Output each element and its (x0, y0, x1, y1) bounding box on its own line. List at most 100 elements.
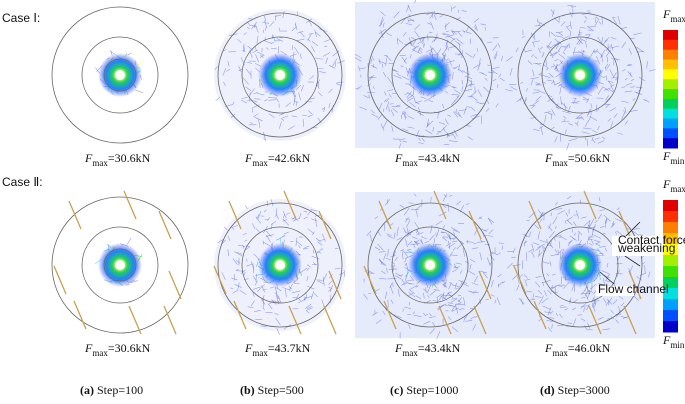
force-symbol: F (394, 341, 403, 355)
force-chain (456, 17, 461, 21)
force-chain (590, 49, 595, 57)
force-chain (551, 324, 553, 329)
ring (541, 226, 619, 304)
force-chain (249, 122, 253, 124)
force-chain (605, 95, 609, 101)
force-chain (398, 138, 402, 143)
ring (541, 36, 619, 114)
force-chain (535, 83, 540, 86)
force-chain (404, 275, 408, 281)
force-chain (465, 82, 473, 88)
force-chain (534, 25, 542, 27)
force-chain (278, 27, 281, 32)
force-chain (276, 38, 284, 42)
force-chain (276, 327, 280, 335)
force-chain (328, 288, 331, 292)
force-chain (515, 47, 519, 53)
force-chain (408, 292, 413, 297)
force-chain (263, 132, 266, 141)
force-chain (582, 96, 589, 100)
force-chain (576, 121, 579, 125)
force-chain (257, 51, 265, 56)
force-chain (385, 291, 388, 299)
force-chain (406, 91, 412, 98)
force-chain (429, 328, 436, 335)
force-chain (528, 249, 533, 253)
force-chain (492, 44, 498, 52)
force-chain (470, 113, 478, 117)
force-chain (541, 280, 551, 284)
force-chain (517, 276, 520, 284)
force-chain (498, 73, 502, 78)
colorbar-cell (663, 138, 678, 149)
ring (81, 36, 159, 114)
force-chain (614, 231, 617, 235)
force-chain (298, 92, 301, 101)
force-chain (549, 310, 554, 315)
force-chain (567, 240, 572, 246)
force-chain (576, 37, 583, 45)
force-chain (370, 109, 375, 114)
force-chain (535, 281, 541, 288)
force-chain (512, 264, 521, 266)
force-chain (589, 218, 595, 227)
force-chain (550, 31, 557, 37)
force-chain (378, 28, 387, 35)
force-chain (227, 249, 229, 257)
force-chain (232, 101, 235, 105)
force-chain (539, 218, 543, 223)
force-chain (447, 302, 454, 305)
force-chain (582, 127, 592, 130)
force-chain (392, 108, 399, 113)
force-chain (457, 299, 462, 303)
force-chain (451, 297, 457, 300)
force-chain (461, 307, 465, 310)
force-chain (294, 95, 296, 101)
force-chain (441, 103, 445, 109)
force-chain (554, 201, 559, 206)
force-chain (456, 200, 461, 205)
force-chain (569, 297, 572, 302)
particle-panel (354, 0, 505, 149)
force-chain (550, 113, 553, 120)
force-chain (598, 316, 604, 320)
force-chain (547, 99, 551, 103)
force-chain (565, 212, 569, 217)
force-chain (558, 46, 562, 52)
force-chain (535, 95, 542, 102)
force-chain (445, 41, 449, 51)
colorbar-label: Fmax (662, 177, 685, 194)
force-chain (467, 290, 474, 293)
force-chain (374, 288, 380, 292)
force-chain (264, 99, 268, 102)
force-chain (399, 138, 406, 141)
force-chain (533, 128, 540, 132)
force-chain (372, 64, 374, 68)
force-chain (451, 326, 459, 332)
force-chain (442, 204, 447, 209)
force-chain (544, 311, 552, 314)
force-chain (250, 261, 255, 270)
force-chain (532, 42, 535, 47)
force-chain (547, 307, 552, 316)
force-chain (275, 208, 278, 217)
force-chain (423, 320, 431, 325)
force-chain (385, 58, 387, 66)
force-chain (565, 129, 567, 134)
force-chain (424, 97, 432, 102)
force-chain (279, 121, 282, 129)
force-chain (636, 46, 644, 53)
force-chain (596, 56, 601, 65)
force-chain (275, 238, 281, 241)
force-chain (454, 40, 462, 46)
force-chain (471, 282, 479, 286)
force-chain (315, 218, 317, 227)
force-chain (525, 279, 531, 281)
force-chain (569, 11, 573, 18)
force-chain (424, 240, 430, 244)
fracture (323, 305, 337, 335)
force-chain (596, 50, 604, 57)
force-chain (495, 103, 499, 108)
force-chain (262, 288, 267, 291)
force-chain (291, 44, 294, 50)
